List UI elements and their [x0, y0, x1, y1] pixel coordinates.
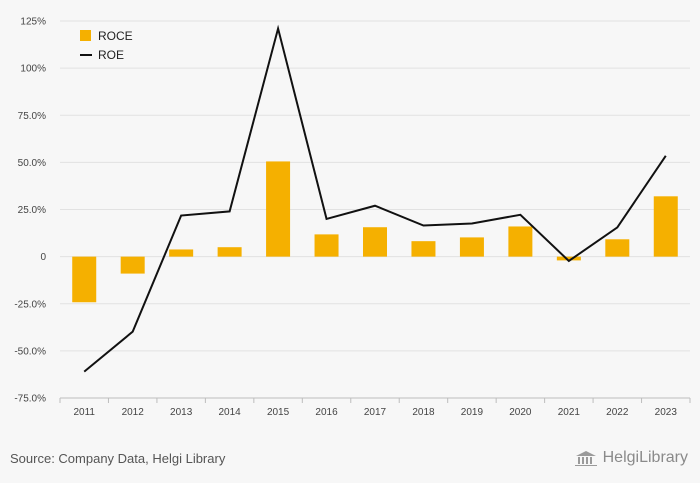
y-axis: 125% 100% 75.0% 50.0% 25.0% 0 -25.0% -50.0% -75.… [14, 17, 46, 405]
x-tick-label: 2011 [73, 407, 95, 418]
chart: 125% 100% 75.0% 50.0% 25.0% 0 -25.0% -50.0% -75.… [14, 17, 691, 418]
x-tick-label: 2022 [606, 407, 629, 418]
x-tick-label: 2020 [509, 407, 532, 418]
y-tick-label: 125% [20, 17, 46, 28]
source-note: Source: Company Data, Helgi Library [10, 451, 226, 466]
y-tick-label: 25.0% [18, 205, 46, 216]
legend-label-roce: ROCE [98, 29, 133, 43]
roce-bar-2023 [653, 196, 678, 257]
y-tick-label: -75.0% [14, 394, 46, 405]
y-tick-label: 0 [40, 252, 46, 263]
roce-bar-2013 [169, 249, 194, 257]
x-axis: 2011 2012 2013 2014 2015 2016 2017 2018 2019 2020… [59, 397, 691, 418]
roce-bar-2012 [120, 256, 145, 274]
roe-line-group [83, 24, 667, 373]
library-building-icon [574, 451, 597, 466]
y-tick-label: 50.0% [18, 158, 46, 169]
roce-bar-2014 [217, 247, 242, 257]
legend-label-roe: ROE [98, 48, 124, 62]
x-tick-label: 2018 [412, 407, 435, 418]
x-tick-label: 2014 [218, 407, 241, 418]
roce-bar-2018 [411, 241, 436, 257]
x-tick-label: 2015 [267, 407, 290, 418]
roe-line [83, 24, 667, 373]
brand-name: HelgiLibrary [602, 449, 688, 466]
legend: ROCE ROE [80, 29, 133, 62]
brand-logo: HelgiLibrary [573, 449, 688, 467]
roce-bar-2022 [605, 239, 630, 257]
y-tick-label: 100% [20, 64, 46, 75]
roce-bar-2021 [556, 256, 581, 261]
roce-bar-2017 [363, 227, 387, 257]
roce-bars [72, 161, 678, 303]
x-tick-label: 2021 [558, 407, 581, 418]
roce-bar-2011 [72, 256, 97, 303]
roce-bar-2019 [459, 237, 484, 257]
x-tick-label: 2013 [170, 407, 193, 418]
x-tick-label: 2017 [364, 407, 387, 418]
x-tick-label: 2016 [315, 407, 338, 418]
y-tick-label: -50.0% [14, 346, 46, 357]
x-tick-label: 2019 [461, 407, 484, 418]
gridlines [60, 20, 690, 352]
y-tick-label: -25.0% [14, 299, 46, 310]
y-tick-label: 75.0% [18, 111, 46, 122]
x-tick-label: 2023 [655, 407, 678, 418]
roce-bar-2016 [314, 234, 339, 257]
legend-swatch-roce [80, 30, 91, 41]
roce-bar-2020 [508, 226, 533, 257]
x-tick-label: 2012 [122, 407, 145, 418]
roce-bar-2015 [266, 161, 291, 257]
